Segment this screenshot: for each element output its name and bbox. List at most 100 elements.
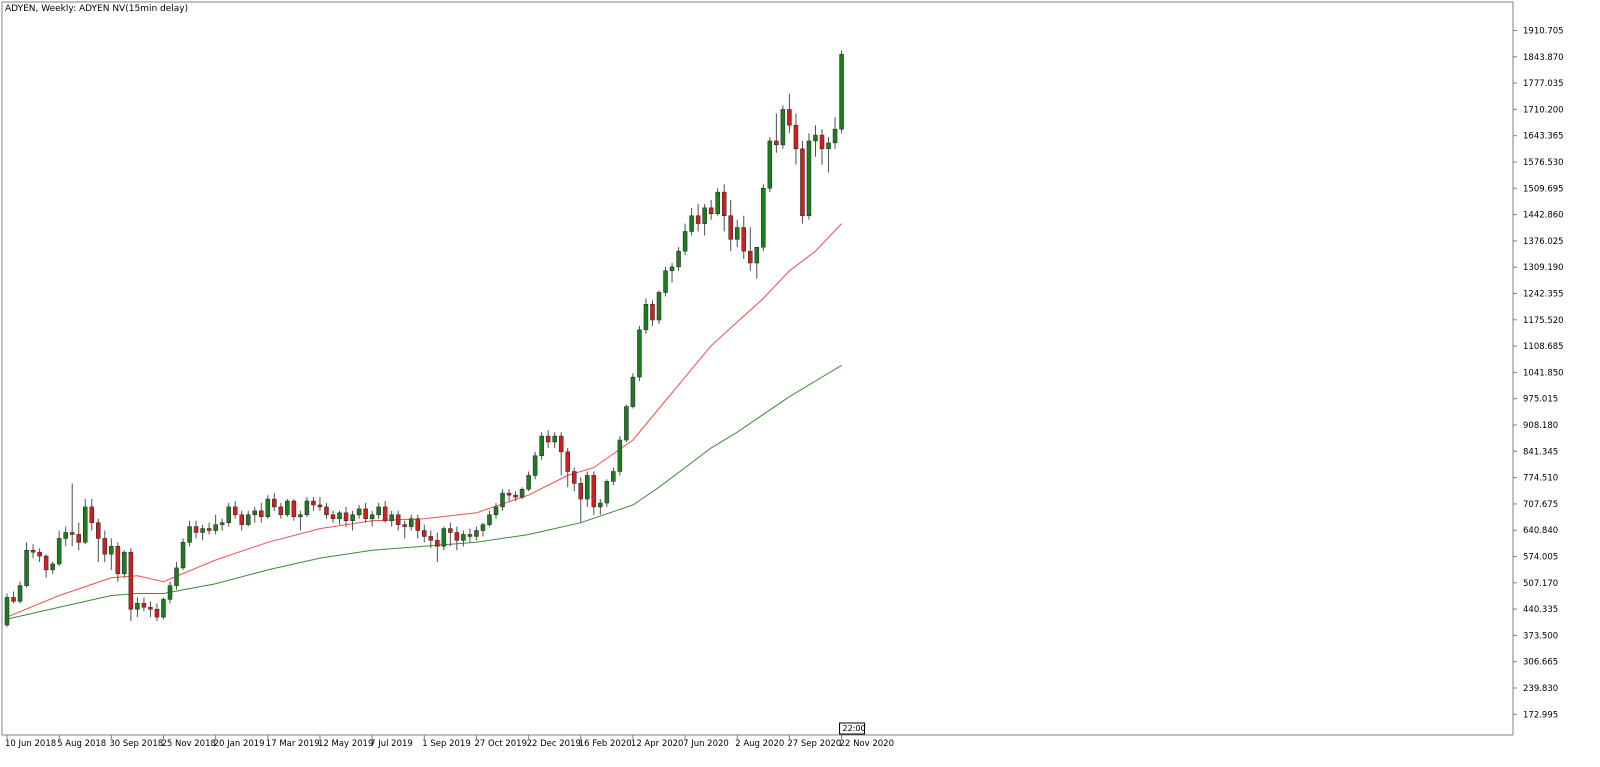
candle — [708, 199, 714, 220]
time-tick-label: 7 Jul 2019 — [370, 739, 413, 749]
candle — [493, 502, 499, 519]
candle — [56, 530, 62, 566]
candle-body — [161, 599, 166, 618]
candle — [721, 184, 727, 232]
candle — [474, 526, 479, 541]
candle-body — [337, 512, 342, 519]
candle-body — [17, 585, 23, 602]
candle-body — [441, 528, 447, 547]
candle — [461, 530, 466, 547]
candle-body — [30, 549, 36, 553]
candle-body — [539, 435, 544, 457]
candle-body — [76, 534, 81, 543]
candle — [487, 510, 492, 527]
candle — [11, 591, 16, 604]
candle — [552, 432, 557, 448]
candle — [285, 499, 290, 517]
candle-body — [487, 514, 492, 525]
candle-body — [324, 506, 329, 516]
candle — [539, 432, 544, 460]
candle — [826, 137, 831, 173]
candle — [245, 510, 251, 527]
candle-body — [558, 435, 564, 453]
candle-body — [643, 304, 649, 331]
price-tick-label: 306.665 — [1523, 658, 1558, 668]
candle — [82, 499, 88, 545]
candle — [213, 514, 218, 535]
price-tick-label: 1843.870 — [1523, 53, 1564, 63]
candle — [369, 510, 375, 527]
price-tick-label: 774.510 — [1523, 474, 1558, 484]
candle-body — [69, 532, 75, 535]
price-tick-label: 239.830 — [1523, 684, 1558, 694]
candle-body — [506, 492, 512, 496]
candle — [689, 207, 694, 236]
price-tick-label: 1710.200 — [1523, 105, 1564, 115]
candle — [695, 203, 701, 232]
candle-body — [767, 140, 773, 189]
candle-body — [806, 140, 812, 216]
price-tick-label: 1442.860 — [1523, 211, 1564, 221]
time-tick-label: 20 Jan 2019 — [214, 739, 265, 749]
time-tick-label: 27 Oct 2019 — [474, 739, 527, 749]
candle — [780, 105, 786, 149]
candle — [122, 550, 127, 578]
time-tick-label: 10 Jun 2018 — [5, 739, 56, 749]
candle-body — [571, 471, 577, 484]
candle-body — [291, 500, 297, 518]
candle — [226, 502, 231, 527]
candle — [506, 489, 512, 502]
timeframe-marker-label: 22:00 — [843, 724, 866, 733]
candle-body — [663, 270, 668, 293]
candle-body — [174, 567, 179, 586]
candle-body — [122, 551, 127, 575]
timeframe-marker: 22:00 — [839, 722, 866, 735]
candle — [604, 479, 610, 507]
candle-body — [637, 329, 642, 378]
candle-body — [669, 266, 675, 272]
price-axis[interactable]: 1910.705 1843.870 1777.035 1710.200 1643.365… — [1513, 27, 1564, 721]
candle — [774, 113, 779, 153]
candle — [532, 451, 538, 480]
candle-body — [428, 536, 434, 541]
candle-body — [265, 498, 271, 518]
candle — [180, 538, 186, 570]
candle — [748, 227, 753, 271]
candle — [813, 125, 818, 157]
candle-body — [552, 435, 557, 443]
time-tick-label: 12 May 2019 — [318, 739, 373, 749]
price-tick-label: 841.345 — [1523, 447, 1558, 457]
candle-body — [63, 532, 68, 539]
candle-body — [819, 134, 825, 150]
candle-body — [545, 435, 551, 443]
candle-body — [213, 524, 218, 531]
candle — [585, 471, 590, 507]
candle-body — [102, 538, 108, 555]
candle-body — [493, 506, 499, 516]
candle — [441, 526, 447, 551]
candle-body — [206, 528, 212, 531]
candle-body — [682, 231, 688, 252]
candle — [513, 491, 518, 502]
candle — [408, 514, 414, 531]
candle — [519, 487, 525, 500]
candle-body — [128, 551, 134, 610]
candle-body — [448, 528, 453, 533]
candle — [330, 510, 336, 523]
candle-body — [219, 522, 225, 525]
candle — [76, 522, 81, 551]
candle — [734, 219, 740, 248]
candle-body — [350, 514, 355, 521]
candle-body — [232, 506, 238, 516]
candle — [591, 471, 597, 515]
candle — [317, 497, 323, 511]
time-tick-label: 7 Jun 2020 — [683, 739, 729, 749]
candle-body — [141, 603, 147, 608]
candle — [832, 117, 838, 149]
candle-body — [695, 215, 701, 224]
time-tick-label: 2 Aug 2020 — [735, 739, 784, 749]
candle-body — [467, 534, 473, 537]
candle-body — [780, 109, 786, 146]
candle-body — [272, 498, 277, 508]
